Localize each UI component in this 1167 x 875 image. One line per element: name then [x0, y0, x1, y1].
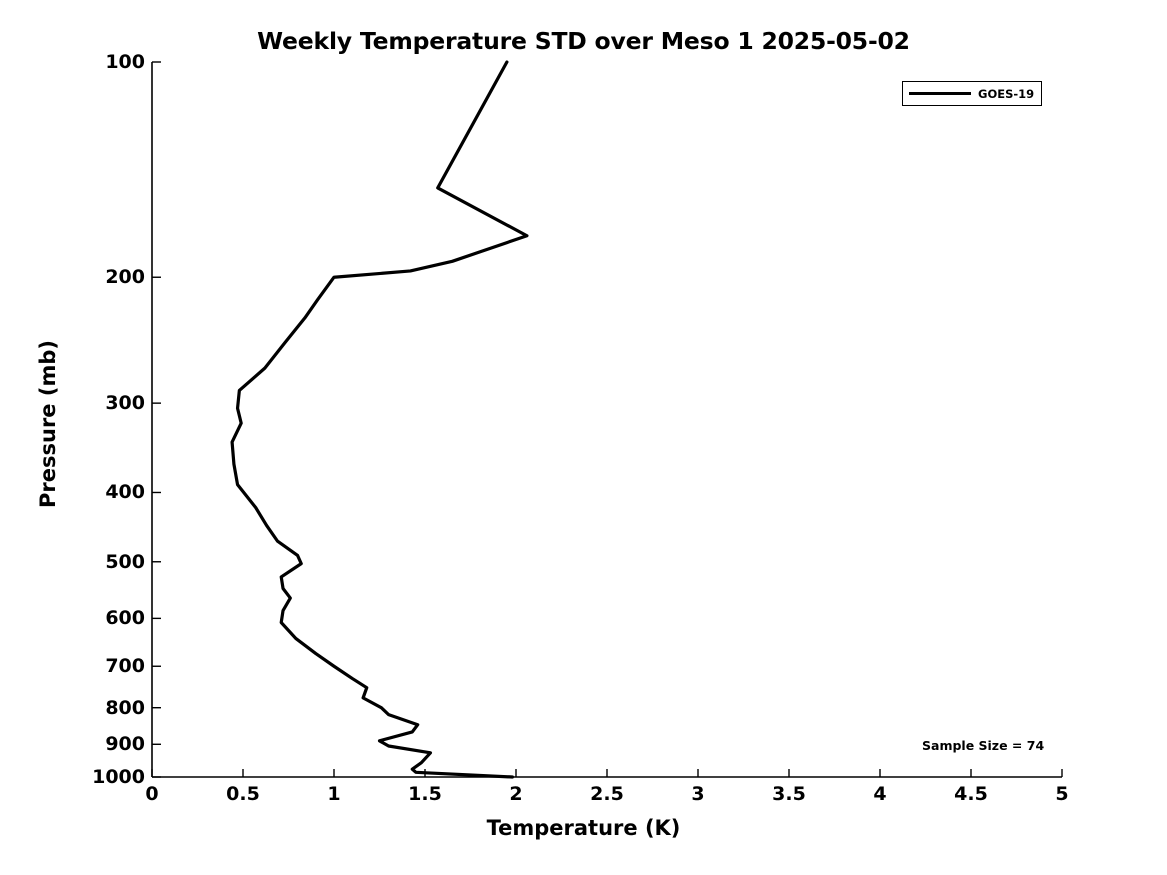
y-tick-label: 100 — [105, 51, 145, 73]
legend-label-goes-19: GOES-19 — [978, 86, 1035, 101]
x-tick-label: 0.5 — [226, 783, 260, 805]
y-tick-label: 900 — [105, 733, 145, 756]
y-tick-label: 200 — [105, 266, 145, 289]
y-tick-label: 1000 — [92, 766, 145, 788]
y-axis-ticks — [152, 61, 161, 778]
x-tick-label: 4.5 — [954, 783, 988, 805]
x-tick-label: 2 — [509, 783, 523, 805]
x-tick-label: 4 — [873, 783, 887, 805]
sample-size-annotation: Sample Size = 74 — [922, 738, 1045, 753]
y-tick-label: 500 — [105, 550, 145, 573]
y-tick-label: 300 — [105, 392, 145, 415]
data-series-group — [230, 60, 529, 779]
x-axis-label: Temperature (K) — [486, 816, 681, 840]
x-tick-label: 3 — [691, 783, 705, 805]
y-axis-label: Pressure (mb) — [36, 340, 60, 508]
x-tick-label: 3.5 — [772, 783, 806, 805]
legend: GOES-19 — [902, 81, 1042, 106]
x-axis-ticks — [151, 769, 1063, 777]
legend-line-swatch-goes-19 — [909, 92, 971, 95]
y-tick-label: 600 — [105, 607, 145, 630]
x-tick-label: 2.5 — [590, 783, 624, 805]
x-tick-label: 1 — [327, 783, 341, 805]
y-tick-label: 400 — [105, 481, 145, 504]
y-tick-label: 800 — [105, 696, 145, 719]
x-tick-label: 5 — [1055, 783, 1069, 805]
x-tick-label: 0 — [145, 783, 159, 805]
page-title: Weekly Temperature STD over Meso 1 2025-… — [257, 27, 910, 55]
series-line-goes-19 — [230, 60, 529, 779]
axes-frame — [151, 62, 1062, 778]
y-tick-label: 700 — [105, 655, 145, 678]
x-tick-label: 1.5 — [408, 783, 442, 805]
